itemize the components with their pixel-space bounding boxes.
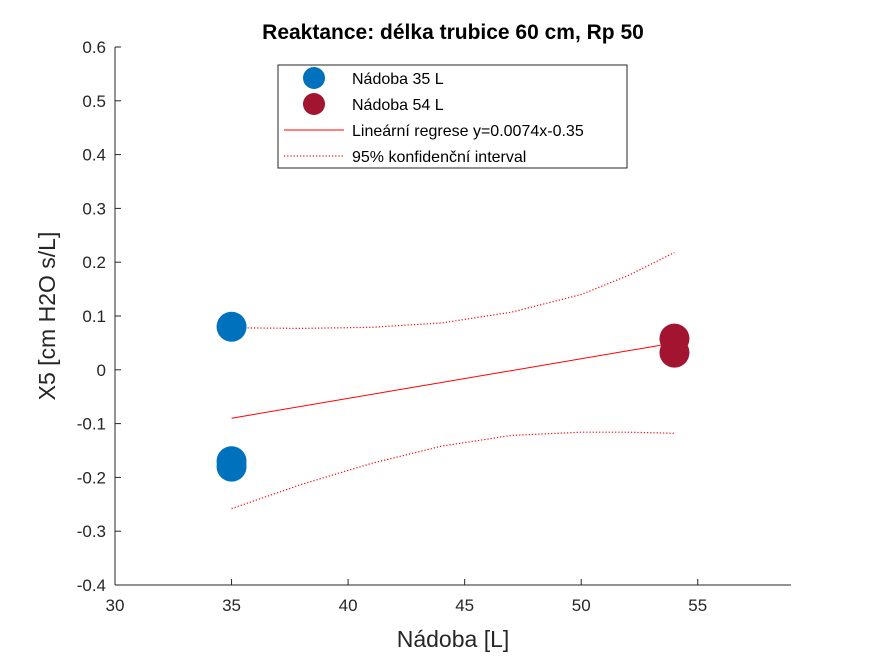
x-tick-label: 35 (222, 596, 241, 615)
x-tick-label: 40 (339, 596, 358, 615)
confidence-interval-line (231, 251, 675, 330)
x-tick-label: 30 (106, 596, 125, 615)
data-point (659, 337, 690, 368)
legend-box (277, 64, 628, 169)
chart-title: Reaktance: délka trubice 60 cm, Rp 50 (262, 21, 644, 44)
y-tick-label: -0.4 (77, 576, 106, 595)
y-tick-label: -0.2 (77, 468, 106, 487)
data-point (216, 311, 247, 342)
y-tick-label: 0.2 (82, 253, 106, 272)
legend-label: 95% konfidenční interval (352, 149, 526, 166)
y-tick-label: 0.3 (82, 199, 106, 218)
y-tick-label: -0.3 (77, 522, 106, 541)
y-tick-label: 0 (97, 361, 106, 380)
x-tick-label: 50 (572, 596, 591, 615)
regression-line (231, 342, 675, 419)
y-tick-label: 0.5 (82, 92, 106, 111)
legend: Nádoba 35 L Nádoba 54 L Lineární regrese y… (277, 64, 628, 169)
data-point (216, 451, 247, 482)
legend-label: Nádoba 35 L (352, 71, 444, 88)
legend-items: Nádoba 35 L Nádoba 54 L Lineární regrese y… (284, 67, 584, 166)
y-tick-label: 0.6 (82, 38, 106, 57)
legend-label: Nádoba 54 L (352, 97, 444, 114)
legend-marker (303, 67, 325, 89)
y-tick-label: -0.1 (77, 415, 106, 434)
y-tick-label: 0.1 (82, 307, 106, 326)
series-layer (216, 251, 690, 510)
y-axis-title: X5 [cm H2O s/L] (34, 232, 60, 401)
x-tick-label: 45 (455, 596, 474, 615)
legend-marker (303, 93, 325, 115)
tick-layer: 30 35 40 45 50 55 -0.4 -0.3 -0.2 -0.1 0 0.1 0.2 0.3 0.… (77, 38, 708, 615)
x-tick-label: 55 (688, 596, 707, 615)
x-axis-title: Nádoba [L] (397, 626, 510, 652)
y-tick-label: 0.4 (82, 146, 106, 165)
legend-label: Lineární regrese y=0.0074x-0.35 (352, 123, 584, 140)
